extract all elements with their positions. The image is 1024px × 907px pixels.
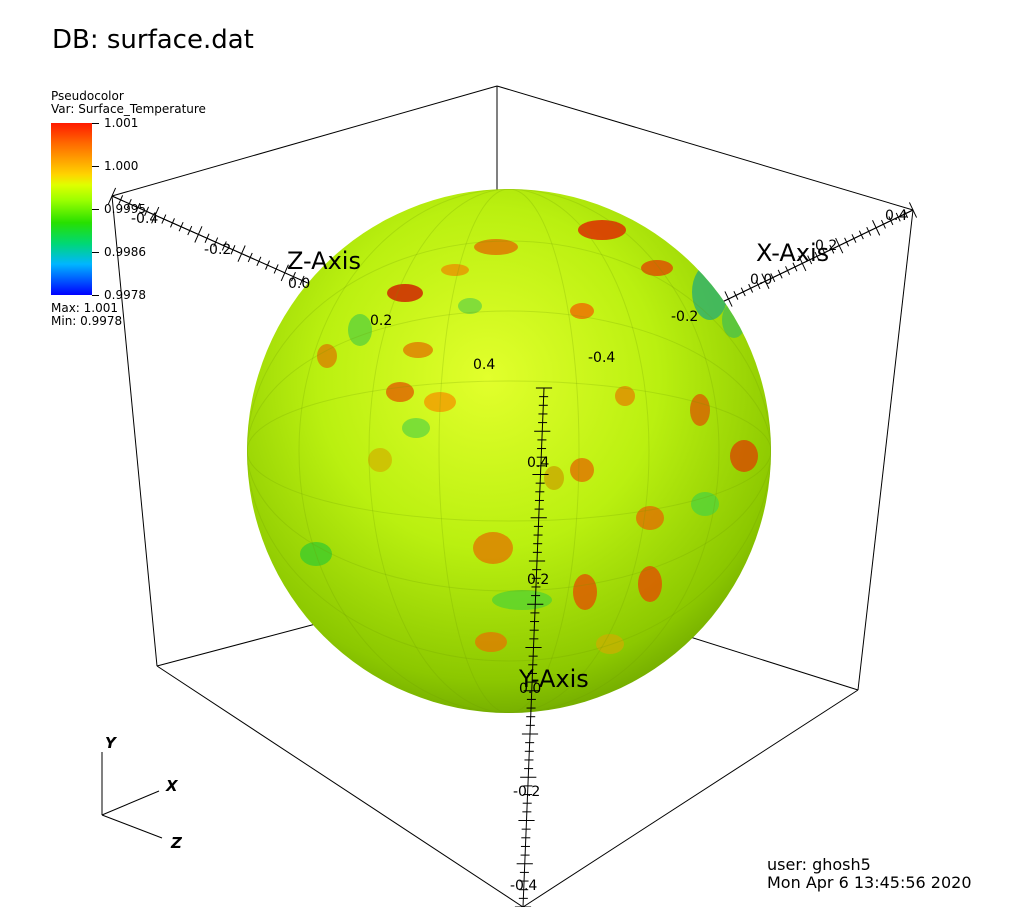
legend-tick	[92, 252, 99, 253]
x-tick-label: 0.0	[750, 272, 772, 288]
z-tick-label: 0.4	[473, 357, 495, 373]
legend-tick	[92, 123, 99, 124]
z-tick-label: 0.2	[370, 313, 392, 329]
legend-plot-type: Pseudocolor	[51, 89, 124, 103]
z-tick-label: -0.4	[131, 211, 158, 227]
legend-value-label: 0.9995	[104, 202, 146, 216]
y-axis-title: Y-Axis	[518, 665, 589, 693]
y-tick-label: 0.0	[519, 681, 541, 697]
z-axis-title: Z-Axis	[287, 247, 361, 275]
triad-y-label: Y	[105, 734, 118, 752]
legend-tick	[92, 295, 99, 296]
y-tick-label: -0.2	[513, 784, 540, 800]
database-title: DB: surface.dat	[52, 25, 254, 55]
legend-value-label: 0.9986	[104, 245, 146, 259]
legend-value-label: 0.9978	[104, 288, 146, 302]
user-name: user: ghosh5	[767, 855, 871, 874]
legend-tick	[92, 209, 99, 210]
legend-colorbar	[51, 123, 92, 295]
z-tick-label: -0.2	[204, 242, 231, 258]
legend-variable: Var: Surface_Temperature	[51, 102, 206, 116]
legend-tick	[92, 166, 99, 167]
legend-max: Max: 1.001	[51, 301, 119, 315]
legend-value-label: 1.001	[104, 116, 139, 130]
sphere-surface	[247, 189, 771, 713]
y-tick-label: -0.4	[510, 878, 537, 894]
legend-min: Min: 0.9978	[51, 314, 123, 328]
user-annotation: user: ghosh5 Mon Apr 6 13:45:56 2020	[767, 856, 972, 892]
z-tick-label: 0.0	[288, 276, 310, 292]
x-axis-title: X-Axis	[756, 239, 829, 267]
y-axis-line	[514, 387, 553, 907]
legend-value-label: 1.000	[104, 159, 139, 173]
x-tick-label: 0.4	[885, 208, 907, 224]
x-tick-label: 0.2	[815, 238, 837, 254]
timestamp: Mon Apr 6 13:45:56 2020	[767, 873, 972, 892]
orientation-triad: Y X Z	[101, 734, 183, 852]
x-tick-label: -0.4	[588, 350, 615, 366]
triad-x-label: X	[165, 777, 179, 795]
triad-z-label: Z	[170, 834, 183, 852]
y-tick-label: 0.4	[527, 455, 549, 471]
y-tick-label: 0.2	[527, 572, 549, 588]
x-tick-label: -0.2	[671, 309, 698, 325]
